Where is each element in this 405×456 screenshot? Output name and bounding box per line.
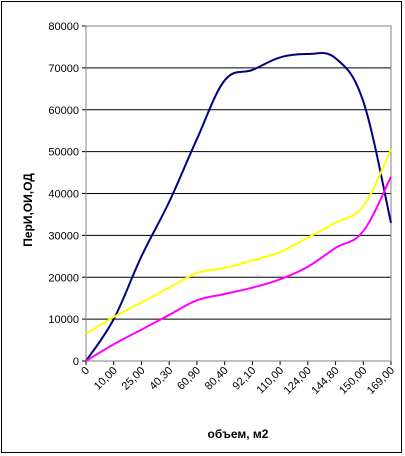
y-tick-label: 70000 xyxy=(48,63,79,75)
x-axis-label: объем, м2 xyxy=(208,427,269,441)
x-tick-label: 25,00 xyxy=(120,365,148,393)
x-tick-label: 60,90 xyxy=(175,365,203,393)
series-line-2 xyxy=(85,176,392,362)
y-tick-label: 60000 xyxy=(48,105,79,117)
y-tick-label: 10000 xyxy=(48,314,79,326)
x-tick-label: 10,00 xyxy=(92,365,120,393)
x-tick-label: 0 xyxy=(79,365,92,378)
y-tick-label: 30000 xyxy=(48,230,79,242)
series-lines xyxy=(85,52,392,362)
x-tick-label: 144,80 xyxy=(309,365,341,397)
y-tick-label: 20000 xyxy=(48,272,79,284)
x-tick-label: 124,00 xyxy=(282,365,314,397)
gridlines xyxy=(86,25,391,320)
x-tick-labels: 0 10,00 25,00 40,30 60,90 80,40 92,10110,00124… xyxy=(79,361,397,397)
y-tick-labels: 0 10000 20000 30000 40000 50000 60000 70000 8000… xyxy=(48,21,86,368)
plot-area xyxy=(85,25,392,362)
x-tick-label: 169,00 xyxy=(365,365,397,397)
x-tick-label: 150,00 xyxy=(337,365,369,397)
y-tick-label: 0 xyxy=(73,356,79,368)
y-tick-label: 40000 xyxy=(48,189,79,201)
x-tick-label: 110,00 xyxy=(255,365,287,397)
x-tick-label: 40,30 xyxy=(147,365,175,393)
y-axis-label: ПерИ,ОИ,ОД xyxy=(21,173,35,247)
series-line-1 xyxy=(85,149,392,335)
y-tick-label: 50000 xyxy=(48,147,79,159)
x-tick-label: 80,40 xyxy=(203,365,231,393)
series-line-0 xyxy=(85,52,392,362)
y-tick-label: 80000 xyxy=(48,21,79,33)
